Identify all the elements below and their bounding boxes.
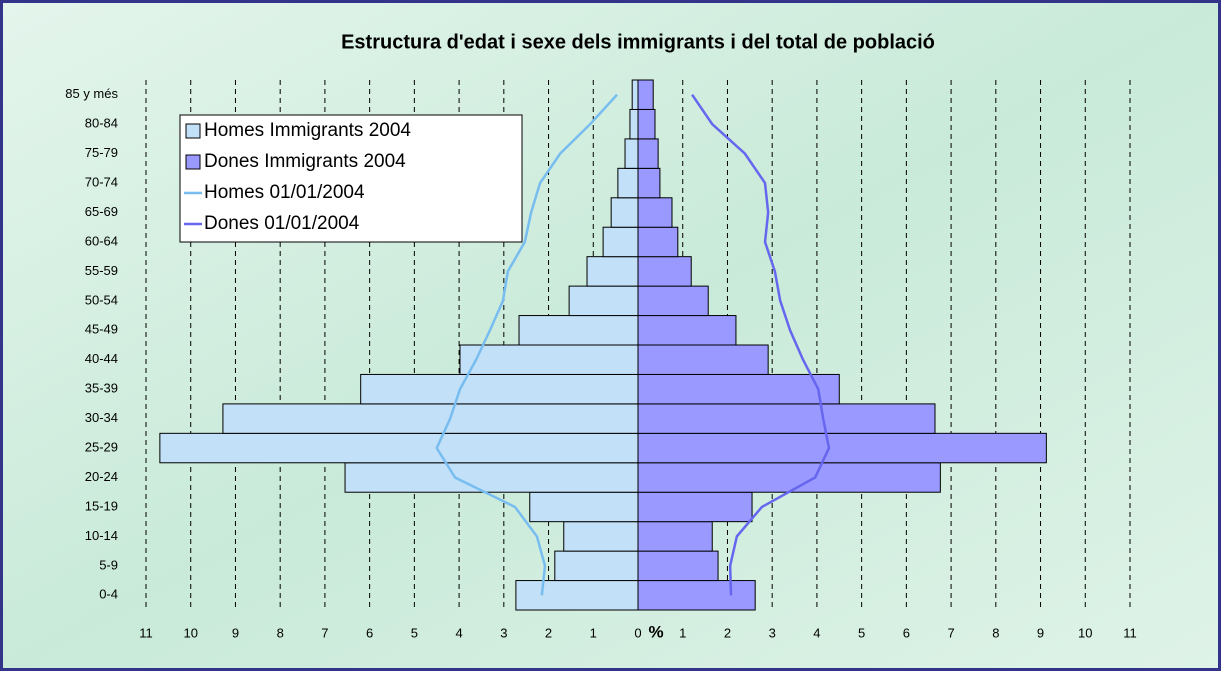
x-tick-label: 0 xyxy=(634,625,641,640)
bar xyxy=(638,139,658,168)
y-tick-label: 0-4 xyxy=(99,587,118,602)
bar xyxy=(530,492,638,521)
legend-label: Dones 01/01/2004 xyxy=(204,213,360,234)
y-tick-label: 45-49 xyxy=(85,322,118,337)
bar xyxy=(611,198,638,227)
bar xyxy=(555,551,638,580)
bar xyxy=(638,581,755,610)
bar xyxy=(603,227,638,256)
y-tick-label: 85 y més xyxy=(65,86,118,101)
x-tick-label: 5 xyxy=(858,625,865,640)
x-tick-label: 2 xyxy=(545,625,552,640)
x-tick-label: 11 xyxy=(1123,625,1137,640)
bar xyxy=(638,109,655,138)
bar xyxy=(361,374,638,403)
bar xyxy=(223,404,638,433)
x-tick-label: 6 xyxy=(366,625,373,640)
bar xyxy=(638,316,736,345)
bar xyxy=(460,345,638,374)
x-tick-label: 11 xyxy=(139,625,153,640)
chart: Estructura d'edat i sexe dels immigrants… xyxy=(0,0,1221,671)
x-tick-label: 1 xyxy=(590,625,597,640)
legend-label: Dones Immigrants 2004 xyxy=(204,151,406,172)
x-tick-label: 5 xyxy=(411,625,418,640)
bar xyxy=(638,374,839,403)
x-tick-label: 9 xyxy=(232,625,239,640)
y-tick-label: 30-34 xyxy=(85,410,118,425)
bar xyxy=(625,139,638,168)
bar xyxy=(638,257,691,286)
y-tick-label: 25-29 xyxy=(85,439,118,454)
bar xyxy=(569,286,638,315)
y-tick-label: 65-69 xyxy=(85,204,118,219)
bar xyxy=(618,168,638,197)
bar xyxy=(638,522,712,551)
bar xyxy=(564,522,638,551)
bar xyxy=(638,345,768,374)
bar xyxy=(630,109,638,138)
bar xyxy=(638,198,672,227)
y-tick-label: 20-24 xyxy=(85,469,118,484)
bar xyxy=(160,433,638,462)
x-tick-label: 8 xyxy=(277,625,284,640)
x-tick-label: 3 xyxy=(500,625,507,640)
x-tick-label: 1 xyxy=(679,625,686,640)
bar xyxy=(638,286,708,315)
y-tick-label: 55-59 xyxy=(85,263,118,278)
legend-swatch xyxy=(186,155,200,169)
bar xyxy=(638,492,752,521)
x-tick-label: 9 xyxy=(1037,625,1044,640)
bar xyxy=(638,227,678,256)
x-tick-label: 7 xyxy=(321,625,328,640)
x-axis-label: % xyxy=(648,622,663,641)
y-tick-label: 60-64 xyxy=(85,233,118,248)
x-tick-label: 8 xyxy=(992,625,999,640)
legend-label: Homes 01/01/2004 xyxy=(204,182,365,203)
y-tick-label: 5-9 xyxy=(99,557,118,572)
x-tick-label: 4 xyxy=(813,625,820,640)
chart-title: Estructura d'edat i sexe dels immigrants… xyxy=(341,31,935,53)
legend-label: Homes Immigrants 2004 xyxy=(204,120,411,141)
x-tick-label: 3 xyxy=(769,625,776,640)
x-tick-label: 7 xyxy=(947,625,954,640)
bar xyxy=(638,551,718,580)
bar xyxy=(632,80,638,109)
y-tick-label: 80-84 xyxy=(85,116,118,131)
y-tick-label: 40-44 xyxy=(85,351,118,366)
bar xyxy=(638,168,660,197)
x-tick-label: 2 xyxy=(724,625,731,640)
x-tick-label: 6 xyxy=(903,625,910,640)
x-tick-label: 10 xyxy=(1078,625,1092,640)
legend-swatch xyxy=(186,124,200,138)
bar xyxy=(587,257,638,286)
x-tick-label: 4 xyxy=(455,625,462,640)
bar xyxy=(638,80,653,109)
bar xyxy=(638,463,940,492)
y-tick-label: 50-54 xyxy=(85,292,118,307)
x-tick-label: 10 xyxy=(183,625,197,640)
bar xyxy=(638,404,935,433)
bar xyxy=(516,581,638,610)
bar xyxy=(345,463,638,492)
y-tick-label: 70-74 xyxy=(85,174,118,189)
y-tick-label: 35-39 xyxy=(85,381,118,396)
y-tick-label: 75-79 xyxy=(85,145,118,160)
bar xyxy=(638,433,1046,462)
y-tick-label: 10-14 xyxy=(85,528,118,543)
y-tick-label: 15-19 xyxy=(85,498,118,513)
bar xyxy=(519,316,638,345)
